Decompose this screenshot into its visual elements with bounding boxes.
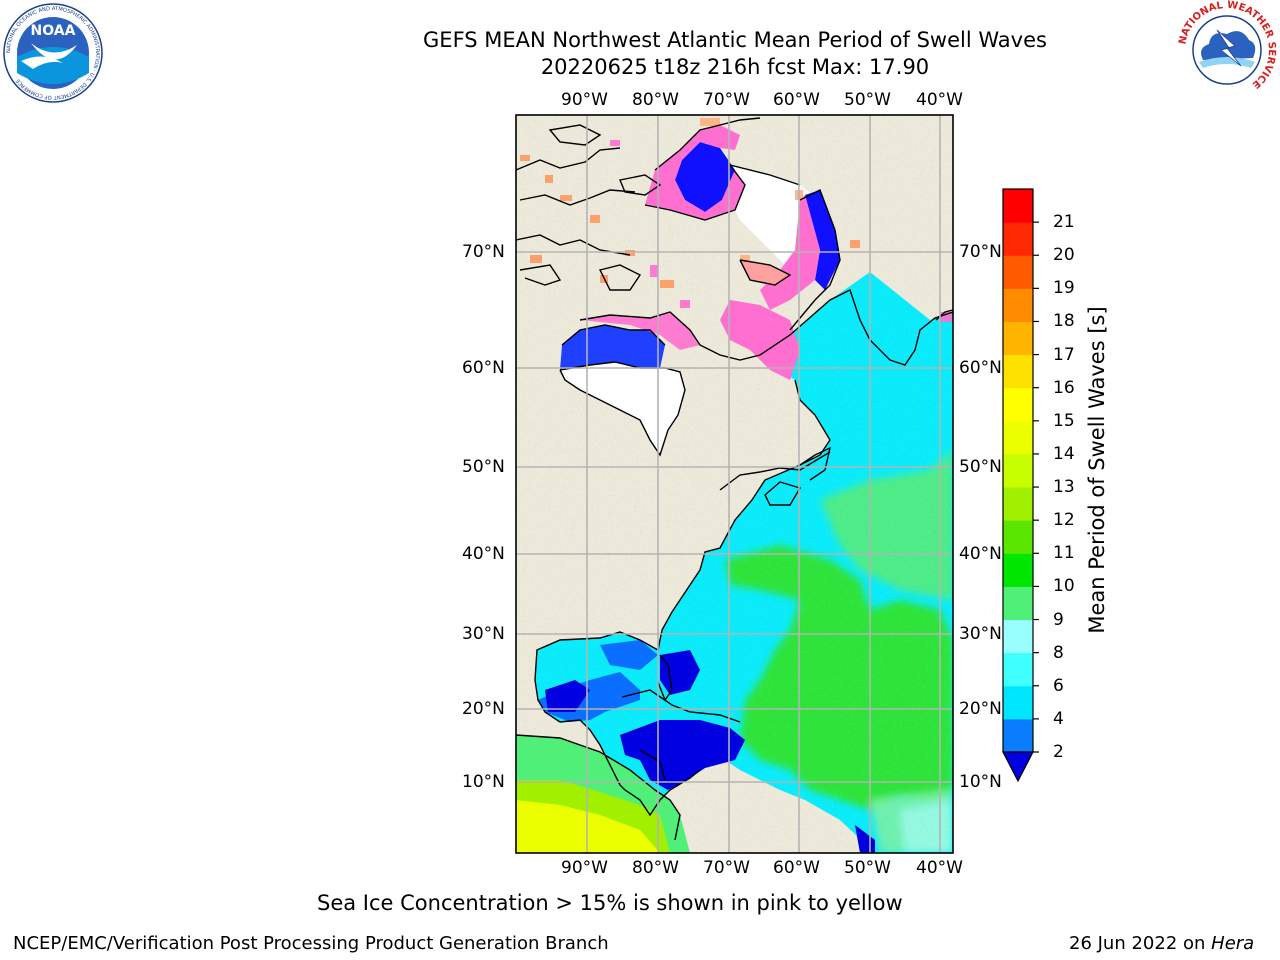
colorbar-tick-label: 2 [1053,742,1064,762]
colorbar-tick-label: 20 [1053,245,1075,266]
colorbar-tick-label: 21 [1053,212,1075,233]
coastlines [516,117,953,841]
colorbar-ticks [1033,221,1039,753]
colorbar-tick-label: 17 [1053,344,1075,365]
lon-label-bottom-80w: 80°W [632,858,679,878]
lon-label-top-60w: 60°W [773,90,820,110]
lat-label-right-70n: 70°N [959,242,1002,262]
colorbar-segment [1003,420,1033,455]
colorbar-tick-label: 4 [1053,708,1064,729]
lat-label-left-50n: 50°N [462,457,505,477]
colorbar-segment [1003,718,1033,753]
colorbar-segment [1003,255,1033,289]
colorbar-tick-label: 12 [1053,510,1075,531]
footer-credit: NCEP/EMC/Verification Post Processing Pr… [13,933,609,954]
lon-label-bottom-50w: 50°W [844,858,891,878]
map-frame [515,114,954,854]
colorbar-tick-label: 15 [1053,410,1075,431]
colorbar-frame [1002,188,1034,753]
chart-title: GEFS MEAN Northwest Atlantic Mean Period… [423,28,1047,52]
colorbar-segment [1003,354,1033,389]
graticule [516,115,953,853]
lon-label-top-70w: 70°W [703,90,750,110]
colorbar-segment [1003,222,1033,256]
lon-label-top-40w: 40°W [916,90,963,110]
lon-label-top-90w: 90°W [561,90,608,110]
colorbar-segment [1003,189,1033,223]
south-america-field [516,735,690,853]
colorbar-tick-label: 13 [1053,477,1075,498]
colorbar-tick-label: 8 [1053,642,1064,663]
lat-label-right-50n: 50°N [959,457,1002,477]
lat-label-left-40n: 40°N [462,544,505,564]
lon-label-top-50w: 50°W [844,90,891,110]
sea-ice-note: Sea Ice Concentration > 15% is shown in … [317,891,903,915]
colorbar-tick-label: 9 [1053,609,1064,630]
map-content [516,115,953,853]
colorbar-segment [1003,321,1033,356]
lat-label-right-60n: 60°N [959,358,1002,378]
colorbar-segment [1003,487,1033,521]
colorbar-segment [1003,553,1033,587]
lon-label-bottom-60w: 60°W [773,858,820,878]
footer-host: Hera [1211,933,1255,954]
colorbar-segment [1003,685,1033,720]
lon-label-bottom-40w: 40°W [916,858,963,878]
noaa-logo: NOAA NATIONAL OCEANIC AND ATMOSPHERIC AD… [3,3,103,103]
colorbar-segments [1003,189,1033,753]
lat-label-left-30n: 30°N [462,624,505,644]
lat-label-left-10n: 10°N [462,772,505,792]
lon-label-bottom-90w: 90°W [561,858,608,878]
footer-date-text: 26 Jun 2022 on [1069,933,1212,954]
lat-label-right-20n: 20°N [959,699,1002,719]
colorbar-tick-label: 16 [1053,377,1075,398]
colorbar-segment [1003,288,1033,322]
colorbar-tick-label: 14 [1053,443,1075,464]
lat-label-left-60n: 60°N [462,358,505,378]
colorbar-tick-label: 19 [1053,278,1075,299]
lon-label-top-80w: 80°W [632,90,679,110]
colorbar-segment [1003,586,1033,621]
lat-label-left-20n: 20°N [462,699,505,719]
ice-covered-land [560,362,685,455]
colorbar-segment [1003,652,1033,687]
colorbar-tick-label: 6 [1053,675,1064,696]
lat-label-right-30n: 30°N [959,624,1002,644]
colorbar-tick-label: 18 [1053,311,1075,332]
lon-label-bottom-70w: 70°W [703,858,750,878]
chart-subtitle: 20220625 t18z 216h fcst Max: 17.90 [540,55,930,79]
colorbar-segment [1003,619,1033,654]
nws-logo: NATIONAL WEATHER SERVICE [1177,0,1277,100]
colorbar-segment [1003,387,1033,422]
colorbar-segment [1003,520,1033,554]
colorbar-label: Mean Period of Swell Waves [s] [1085,306,1109,634]
footer-date: 26 Jun 2022 on Hera [1069,933,1254,954]
noaa-logo-text: NOAA [31,23,76,39]
colorbar-tick-label: 10 [1053,576,1075,597]
lat-label-right-40n: 40°N [959,544,1002,564]
lat-label-left-70n: 70°N [462,242,505,262]
colorbar-segment [1003,453,1033,488]
colorbar-tick-label: 11 [1053,543,1075,564]
lat-label-right-10n: 10°N [959,772,1002,792]
colorbar-under-arrow [1002,751,1034,783]
